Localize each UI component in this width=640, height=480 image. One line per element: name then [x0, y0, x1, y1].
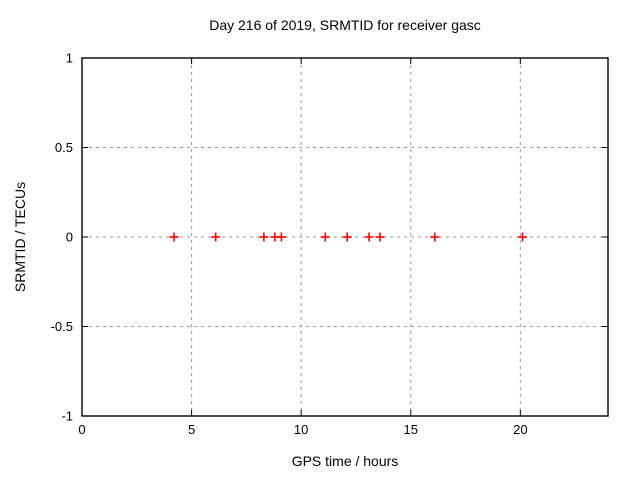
x-tick-label: 5: [188, 422, 195, 437]
y-tick-label: -0.5: [51, 319, 73, 334]
x-tick-label: 10: [294, 422, 308, 437]
x-tick-label: 15: [404, 422, 418, 437]
x-axis-label: GPS time / hours: [291, 453, 399, 469]
data-point-marker: [518, 232, 528, 242]
y-tick-label: 0: [66, 230, 73, 245]
data-point-marker: [276, 232, 286, 242]
data-point-marker: [211, 232, 221, 242]
x-tick-labels: 0 5 10 15 20: [78, 422, 527, 437]
data-point-marker: [364, 232, 374, 242]
y-tick-label: 1: [66, 51, 73, 66]
data-point-marker: [259, 232, 269, 242]
x-tick-label: 0: [78, 422, 85, 437]
y-tick-label: -1: [61, 409, 73, 424]
data-point-marker: [430, 232, 440, 242]
data-point-marker: [342, 232, 352, 242]
tick-marks: [81, 57, 608, 417]
x-tick-label: 20: [513, 422, 527, 437]
chart-title: Day 216 of 2019, SRMTID for receiver gas…: [209, 17, 481, 33]
y-tick-label: 0.5: [55, 140, 73, 155]
data-point-marker: [375, 232, 385, 242]
data-point-marker: [320, 232, 330, 242]
data-points: [169, 232, 528, 242]
data-point-marker: [169, 232, 179, 242]
y-tick-labels: -1 -0.5 0 0.5 1: [51, 51, 73, 424]
